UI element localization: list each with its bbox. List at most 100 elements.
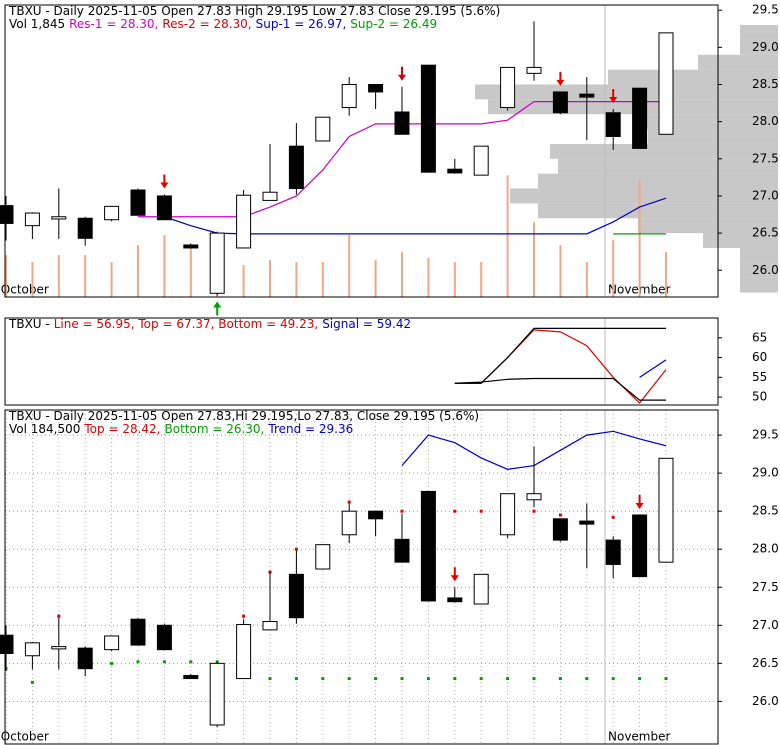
volume-profile-bar — [703, 233, 778, 248]
legend-entry: TBXU - — [8, 317, 50, 331]
candle-body — [130, 189, 146, 216]
y-tick-label: 28.5 — [752, 77, 779, 91]
legend-entry: Vol 184,500 — [9, 422, 80, 436]
volume-profile-bar — [550, 143, 778, 159]
candle-body — [0, 634, 14, 654]
candle-body — [447, 597, 463, 603]
candle-body — [315, 116, 331, 142]
volume-profile-bar — [740, 25, 778, 40]
candle-body — [288, 573, 304, 619]
legend-entry: Sup-2 = 26.49 — [350, 17, 437, 31]
volume-profile-bar — [608, 69, 778, 85]
panel-border — [4, 317, 719, 406]
candle-body — [552, 91, 568, 114]
dot-marker — [347, 677, 351, 681]
sell-arrow — [160, 174, 169, 189]
candle-body — [341, 510, 357, 536]
y-tick-label: 27.5 — [752, 580, 779, 594]
candle-body — [51, 216, 67, 220]
dot-marker — [479, 677, 483, 681]
legend-entry: TBXU - Daily 2025-11-05 Open 27.83 High … — [8, 4, 500, 18]
legend-entry: Line = 56.95, Top = 67.37, Bottom = 49.2… — [54, 317, 318, 331]
candle-body — [156, 195, 172, 221]
dot-marker — [664, 677, 668, 681]
volume-bar — [5, 255, 7, 297]
candle-body — [632, 514, 648, 578]
dot-marker — [585, 677, 589, 681]
volume-bar — [453, 262, 456, 297]
y-tick-label: 26.5 — [752, 226, 779, 240]
y-tick-label: 28.5 — [752, 504, 779, 518]
candle-body — [104, 205, 120, 221]
candle-body — [24, 212, 40, 227]
candle-body — [605, 112, 621, 138]
candle-body — [0, 205, 14, 224]
candle-body — [420, 490, 436, 602]
y-tick-label: 27.5 — [752, 151, 779, 165]
line-series — [454, 327, 666, 384]
candle-body — [183, 244, 199, 249]
dot-marker — [400, 509, 404, 513]
candle-body — [183, 675, 199, 680]
legend: Vol 1,845 Res-1 = 28.30, Res-2 = 28.30, Sup… — [9, 17, 437, 31]
legend-entry: TBXU - Daily 2025-11-05 Open 27.83,Hi 29… — [8, 409, 479, 423]
volume-bar — [269, 260, 271, 297]
legend-entry: Trend = 29.36 — [267, 422, 353, 436]
y-tick-label: 29.5 — [752, 3, 779, 17]
candle-body — [526, 66, 542, 74]
volume-bar — [31, 262, 34, 297]
candle-body — [130, 618, 146, 646]
dot-marker — [294, 677, 298, 681]
dot-marker — [268, 677, 272, 681]
candle-body — [209, 232, 225, 294]
candle-body — [500, 66, 516, 109]
volume-profile-bar — [558, 158, 778, 174]
sell-arrow — [556, 71, 565, 86]
volume-bar — [57, 255, 60, 297]
candle-body — [605, 539, 621, 565]
volume-bar — [427, 258, 430, 297]
y-tick-label: 28.0 — [752, 114, 779, 128]
dot-marker — [426, 677, 430, 681]
volume-bar — [401, 252, 403, 297]
volume-bar — [480, 262, 483, 297]
volume-bar — [506, 175, 509, 297]
volume-bar — [374, 260, 377, 297]
volume-profile-bar — [510, 188, 778, 204]
legend: TBXU - Line = 56.95, Top = 67.37, Bottom … — [8, 317, 411, 331]
dot-marker — [162, 660, 166, 664]
candle-body — [77, 647, 93, 670]
candle-body — [473, 573, 489, 605]
dot-marker — [558, 513, 562, 517]
volume-profile-bar — [740, 262, 778, 278]
volume-bar — [348, 235, 351, 297]
y-tick-label: 29.0 — [752, 466, 779, 480]
y-tick-label: 60 — [752, 350, 767, 364]
volume-bar — [110, 262, 113, 297]
dot-marker — [294, 547, 298, 551]
candle-body — [262, 621, 278, 631]
sell-arrow — [635, 494, 644, 509]
candle-body — [368, 510, 384, 520]
panel-background — [5, 318, 718, 405]
candle-body — [658, 457, 674, 563]
legend-entry: Bottom = 26.30, — [165, 422, 265, 436]
dot-marker — [136, 660, 140, 664]
candle-body — [341, 84, 357, 109]
volume-profile-bar — [538, 203, 778, 219]
legend-entry: Res-2 = 28.30, — [162, 17, 251, 31]
candle-body — [288, 145, 304, 190]
volume-bar — [585, 262, 588, 297]
volume-profile-bar — [648, 129, 778, 144]
candle-body — [236, 194, 252, 249]
candle-body — [420, 64, 436, 173]
candle-body — [658, 32, 674, 135]
y-tick-label: 28.0 — [752, 542, 779, 556]
dot-marker — [611, 515, 615, 519]
candle-body — [394, 538, 410, 563]
dot-marker — [57, 614, 61, 618]
volume-bar — [321, 262, 324, 297]
y-tick-label: 27.0 — [752, 188, 779, 202]
y-tick-label: 65 — [752, 330, 767, 344]
